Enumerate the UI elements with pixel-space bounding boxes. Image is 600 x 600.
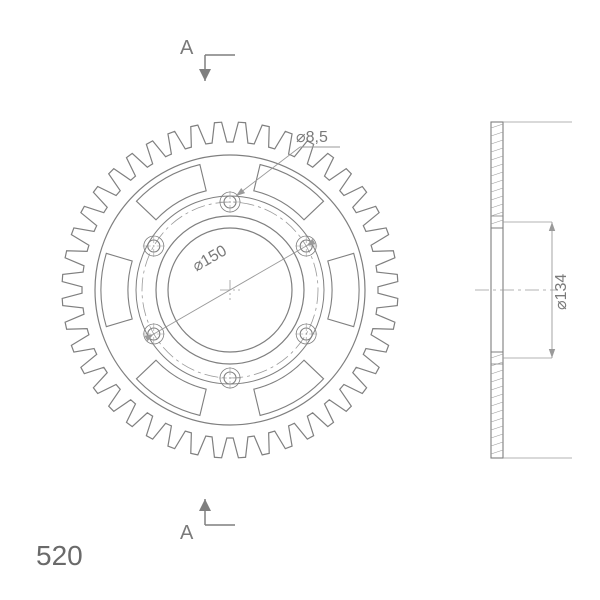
hatch [491, 450, 503, 454]
hatch [491, 212, 503, 216]
dim-bolt-hole: ⌀8,5 [296, 129, 328, 146]
hatch [491, 132, 503, 136]
hatch [491, 442, 503, 446]
hatch [491, 124, 503, 128]
technical-drawing: ⌀150 ⌀8,5 ⌀134 [0, 0, 600, 600]
section-label-bottom: A [180, 522, 193, 545]
hatch [491, 418, 503, 422]
hatch [491, 196, 503, 200]
hatch [491, 188, 503, 192]
hatch [491, 410, 503, 414]
hatch [491, 354, 503, 358]
lightening-cutout [136, 360, 206, 415]
hatch [491, 164, 503, 168]
hatch [491, 370, 503, 374]
hatch [491, 394, 503, 398]
section-arrow-head [199, 499, 211, 511]
leader-bolt-hole [236, 147, 300, 196]
hatch [491, 426, 503, 430]
hatch [491, 148, 503, 152]
lightening-cutout [101, 253, 132, 326]
arrowhead [236, 188, 245, 196]
hatch [491, 220, 503, 224]
hatch [491, 378, 503, 382]
hatch [491, 156, 503, 160]
hatch [491, 140, 503, 144]
dim-bolt-circle: ⌀150 [190, 242, 230, 275]
hatch [491, 434, 503, 438]
hatch [491, 180, 503, 184]
arrowhead [549, 222, 555, 231]
lightening-cutout [254, 165, 324, 220]
section-arrow-head [199, 69, 211, 81]
hatch [491, 386, 503, 390]
arrowhead [549, 349, 555, 358]
part-number: 520 [36, 540, 83, 572]
hatch [491, 172, 503, 176]
hatch [491, 204, 503, 208]
lightening-cutout [254, 360, 324, 415]
dim-inner-dia: ⌀134 [553, 274, 570, 310]
lightening-cutout [136, 165, 206, 220]
lightening-cutout [328, 253, 359, 326]
section-label-top: A [180, 37, 193, 60]
hatch [491, 402, 503, 406]
